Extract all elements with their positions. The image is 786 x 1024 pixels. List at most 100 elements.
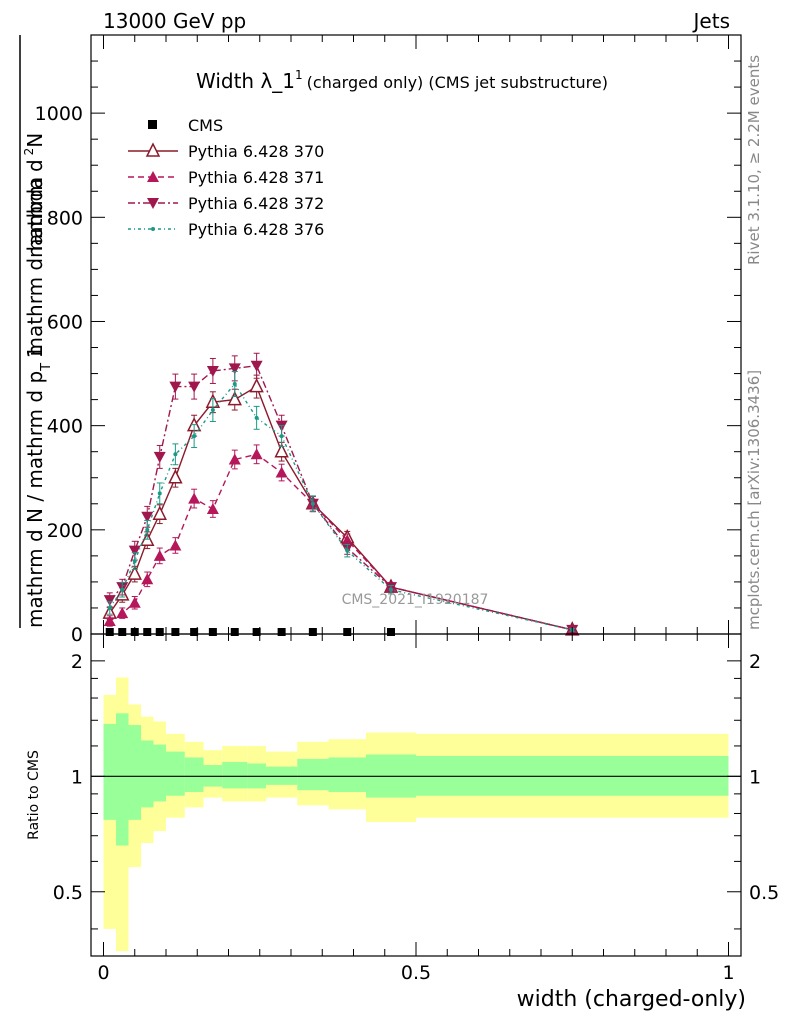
data-point bbox=[310, 501, 315, 506]
data-point bbox=[252, 628, 261, 636]
ratio-ytick-label: 2 bbox=[71, 651, 83, 673]
ratio-band-inner bbox=[222, 761, 248, 789]
data-point bbox=[206, 502, 219, 514]
data-point bbox=[151, 227, 155, 231]
x-tick-label: 1 bbox=[722, 962, 734, 984]
data-point bbox=[141, 573, 154, 585]
main-ytick-label: 1000 bbox=[35, 103, 83, 125]
ratio-ytick-label: 0.5 bbox=[53, 882, 83, 904]
ratio-band-inner bbox=[141, 740, 154, 808]
data-point bbox=[105, 628, 114, 636]
main-ylabel-numerator: 1 bbox=[23, 346, 47, 359]
data-point bbox=[188, 492, 201, 504]
ratio-ytick-label: 1 bbox=[71, 766, 83, 788]
ratio-band-inner bbox=[297, 758, 329, 791]
data-point bbox=[128, 596, 141, 608]
analysis-watermark: CMS_2021_I1920187 bbox=[342, 592, 489, 608]
data-point bbox=[230, 628, 239, 636]
plot-title-rest: (charged only) (CMS jet substructure) bbox=[307, 73, 608, 92]
data-point bbox=[254, 415, 259, 420]
x-tick-label: 0.5 bbox=[401, 962, 431, 984]
data-point bbox=[143, 628, 152, 636]
ratio-band-inner bbox=[103, 723, 116, 820]
data-point bbox=[228, 363, 241, 375]
data-point bbox=[171, 628, 180, 636]
legend-label: Pythia 6.428 376 bbox=[188, 220, 324, 239]
ratio-band-inner bbox=[184, 757, 204, 793]
data-point bbox=[169, 539, 182, 551]
series-3 bbox=[103, 352, 579, 636]
data-point bbox=[250, 360, 263, 372]
main-ytick-label: 0 bbox=[71, 624, 83, 646]
data-point bbox=[147, 171, 159, 182]
legend-marker bbox=[148, 120, 157, 129]
ratio-band-inner bbox=[128, 725, 141, 820]
series-4 bbox=[106, 370, 576, 632]
data-point bbox=[190, 628, 199, 636]
data-point bbox=[157, 491, 162, 496]
data-point bbox=[120, 587, 125, 592]
data-point bbox=[153, 549, 166, 561]
main-ytick-label: 200 bbox=[47, 520, 83, 542]
data-point bbox=[145, 527, 150, 532]
x-axis-label: width (charged-only) bbox=[517, 987, 746, 1012]
mcplots-label: mcplots.cern.ch [arXiv:1306.3436] bbox=[745, 370, 763, 630]
legend: CMS Pythia 6.428 370 Pythia 6.428 371 Pythi… bbox=[128, 116, 324, 239]
header-energy: 13000 GeV pp bbox=[103, 9, 246, 33]
data-point bbox=[145, 142, 161, 157]
data-point bbox=[128, 545, 141, 557]
data-point bbox=[152, 505, 167, 520]
legend-label: Pythia 6.428 371 bbox=[188, 168, 324, 187]
plot-title: Width λ_11 (charged only) (CMS jet substr… bbox=[196, 68, 608, 93]
data-point bbox=[192, 434, 197, 439]
data-point bbox=[250, 448, 263, 460]
data-point bbox=[188, 381, 201, 393]
data-point bbox=[308, 628, 317, 636]
main-ytick-label: 800 bbox=[47, 207, 83, 229]
data-point bbox=[173, 452, 178, 457]
data-point bbox=[153, 451, 166, 463]
data-point bbox=[275, 466, 288, 478]
main-ylabel-denominator: mathrm d N / mathrm d pT mathrm d lambda bbox=[23, 177, 54, 628]
data-point bbox=[147, 198, 159, 209]
data-point bbox=[274, 443, 289, 458]
main-ytick-label: 600 bbox=[47, 311, 83, 333]
ratio-ytick-label-right: 2 bbox=[749, 651, 761, 673]
x-tick-label: 0 bbox=[97, 962, 109, 984]
data-point bbox=[155, 628, 164, 636]
ratio-ytick-label-right: 1 bbox=[749, 766, 761, 788]
data-point bbox=[118, 628, 127, 636]
data-point bbox=[387, 628, 395, 636]
ratio-band-inner bbox=[166, 751, 185, 796]
data-point bbox=[227, 390, 242, 406]
data-point bbox=[341, 534, 354, 546]
ratio-ytick-label-right: 0.5 bbox=[749, 882, 779, 904]
ratio-plot-panel: 0.5 0.5 1 1 2 2 0 0.5 1 Ratio to CMS width (char… bbox=[26, 633, 779, 1012]
header-jets: Jets bbox=[692, 9, 730, 33]
data-point bbox=[169, 381, 182, 393]
legend-item: Pythia 6.428 376 bbox=[128, 220, 324, 239]
legend-item: Pythia 6.428 371 bbox=[128, 168, 324, 187]
data-point bbox=[132, 559, 137, 564]
data-point bbox=[343, 628, 352, 636]
legend-item: CMS bbox=[148, 116, 223, 135]
main-ytick-label: 400 bbox=[47, 416, 83, 438]
data-point bbox=[232, 381, 237, 386]
data-point bbox=[103, 595, 116, 607]
data-point bbox=[116, 607, 129, 619]
data-point bbox=[206, 365, 219, 377]
plot-title-main: Width λ_1 bbox=[196, 69, 295, 93]
data-point bbox=[389, 587, 393, 592]
data-point bbox=[208, 628, 217, 636]
data-point bbox=[107, 605, 112, 610]
data-point bbox=[127, 565, 142, 580]
ratio-ylabel: Ratio to CMS bbox=[26, 750, 42, 840]
main-ylabel-upper: mathrm d2N bbox=[22, 133, 47, 258]
series-line bbox=[109, 364, 573, 631]
ratio-band-inner bbox=[116, 713, 129, 846]
ratio-band-inner bbox=[328, 757, 366, 793]
series-0 bbox=[105, 628, 395, 636]
legend-item: Pythia 6.428 370 bbox=[128, 142, 324, 161]
